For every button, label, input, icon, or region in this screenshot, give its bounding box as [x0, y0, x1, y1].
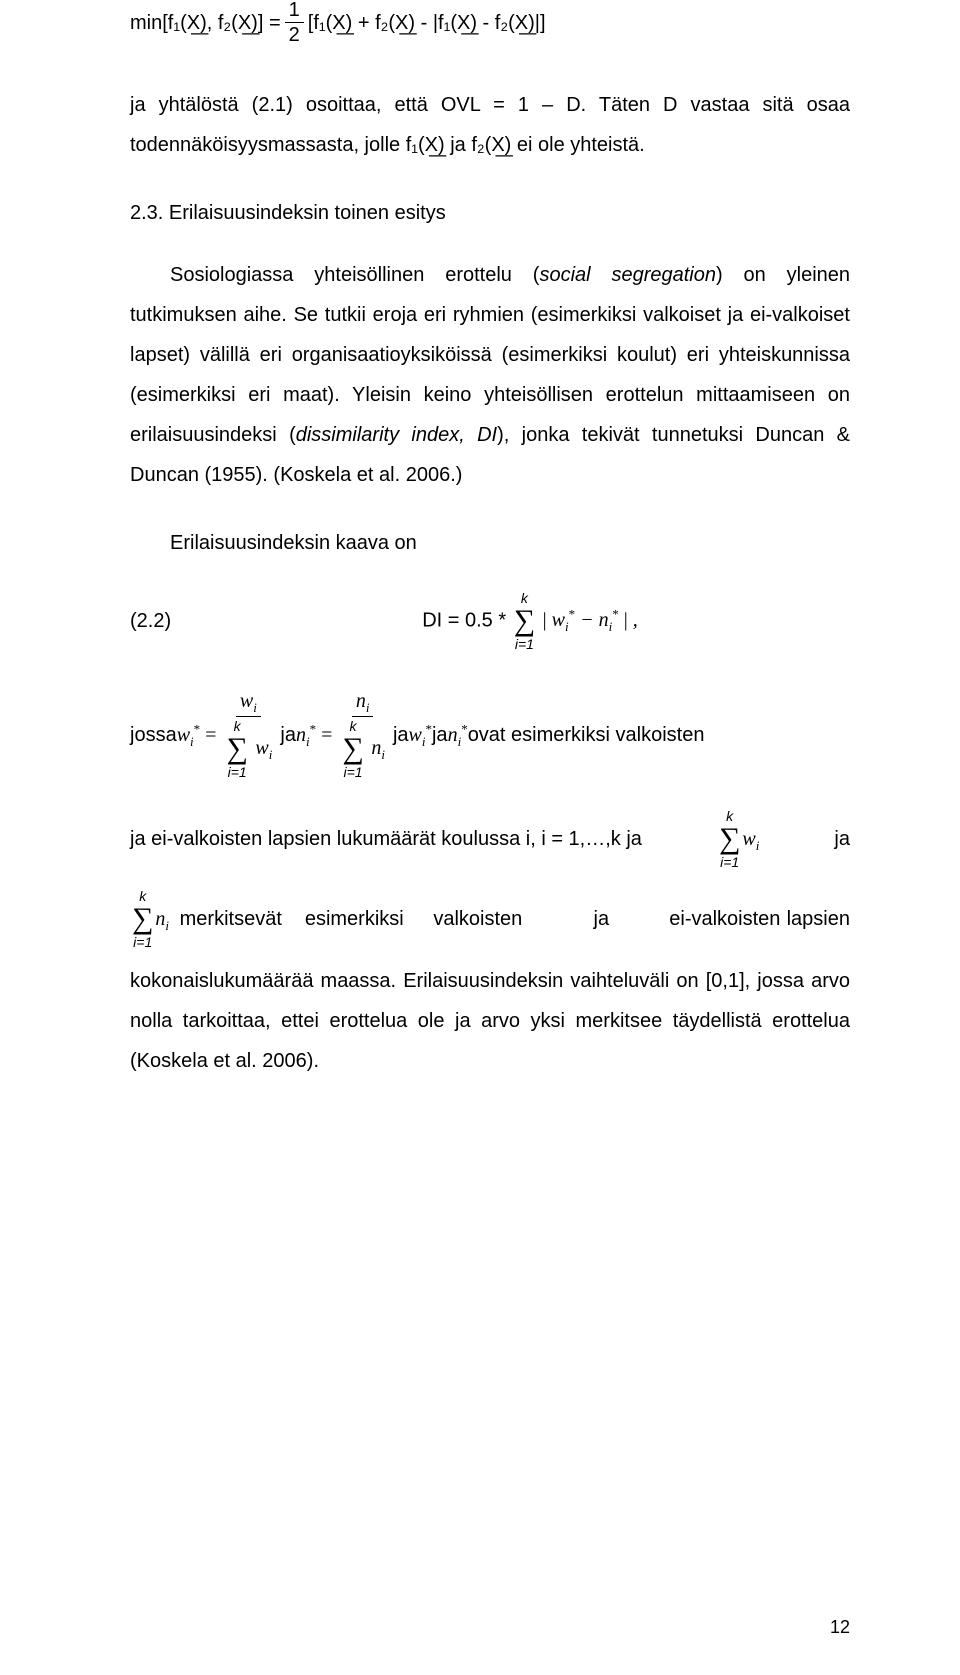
sum-symbol: k ∑ i=1 — [514, 591, 535, 651]
frac-n: ni k ∑ i=1 ni — [336, 691, 389, 779]
eq-right: [f₁(X͟) + f₂(X͟) - |f₁(X͟) - f₂(X͟)|] — [308, 3, 546, 43]
page: min[f₁(X͟), f₂(X͟)] = 1 2 [f₁(X͟) + f₂(X… — [0, 0, 960, 1675]
eq-2-2-label: (2.2) — [130, 601, 210, 641]
w-star-def: wi* = — [177, 715, 217, 755]
section-heading: 2.3. Erilaisuusindeksin toinen esitys — [130, 193, 850, 233]
equation-2-2: (2.2) DI = 0.5 * k ∑ i=1 | wi* − ni* | , — [130, 591, 850, 651]
paragraph-2: Sosiologiassa yhteisöllinen erottelu (so… — [130, 255, 850, 495]
fraction-half: 1 2 — [285, 0, 304, 45]
equation-min: min[f₁(X͟), f₂(X͟)] = 1 2 [f₁(X͟) + f₂(X… — [130, 0, 850, 45]
eq-2-2-body: DI = 0.5 * k ∑ i=1 | wi* − ni* | , — [210, 591, 850, 651]
paragraph-5: kokonaislukumäärää maassa. Erilaisuusind… — [130, 961, 850, 1081]
page-number: 12 — [830, 1609, 850, 1645]
definition-line: jossa wi* = wi k ∑ i=1 wi ja ni* = ni k … — [130, 691, 850, 779]
line-3: ja ei-valkoisten lapsien lukumäärät koul… — [130, 809, 850, 869]
eq-2-2-summand: | wi* − ni* | , — [543, 609, 638, 631]
frac-w: wi k ∑ i=1 wi — [220, 691, 276, 779]
line-4: k ∑ i=1 ni merkitsevät esimerkiksi valko… — [130, 889, 850, 949]
n-star-def: ni* = — [296, 715, 332, 755]
paragraph-3: Erilaisuusindeksin kaava on — [130, 523, 850, 563]
sum-n: k ∑ i=1 ni — [130, 889, 169, 949]
eq-left: min[f₁(X͟), f₂(X͟)] = — [130, 3, 281, 43]
sum-w: k ∑ i=1 wi — [717, 809, 759, 869]
paragraph-1: ja yhtälöstä (2.1) osoittaa, että OVL = … — [130, 85, 850, 165]
